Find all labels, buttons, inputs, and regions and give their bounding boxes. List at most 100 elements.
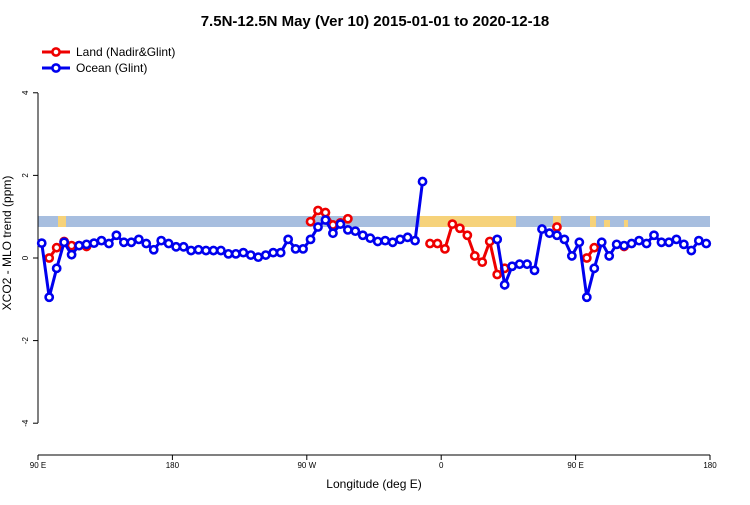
data-point bbox=[290, 244, 301, 254]
data-point bbox=[230, 248, 241, 259]
data-point bbox=[492, 269, 503, 280]
data-point bbox=[141, 238, 152, 249]
data-point bbox=[313, 205, 323, 216]
x-tick-label: 180 bbox=[166, 461, 180, 470]
data-point bbox=[604, 251, 615, 261]
data-point bbox=[454, 223, 465, 234]
data-point bbox=[342, 225, 353, 235]
data-point bbox=[477, 257, 488, 268]
data-point bbox=[589, 263, 600, 274]
x-tick-label: 90 E bbox=[567, 461, 583, 470]
data-point bbox=[163, 238, 174, 249]
data-point bbox=[417, 176, 428, 187]
data-point bbox=[283, 234, 294, 245]
data-point bbox=[186, 245, 196, 256]
data-point bbox=[81, 239, 92, 250]
data-point bbox=[552, 222, 562, 232]
data-point bbox=[156, 235, 167, 246]
data-point bbox=[447, 219, 458, 230]
data-point bbox=[171, 241, 182, 252]
x-axis-label: Longitude (deg E) bbox=[326, 477, 421, 491]
data-point bbox=[596, 237, 607, 248]
data-point bbox=[350, 226, 361, 237]
data-point bbox=[626, 238, 637, 249]
data-point bbox=[686, 245, 697, 256]
data-point bbox=[402, 232, 413, 243]
y-axis-label: XCO2 - MLO trend (ppm) bbox=[0, 176, 14, 311]
land-patch bbox=[553, 216, 561, 227]
data-point bbox=[320, 215, 331, 225]
y-tick-label: -2 bbox=[21, 336, 30, 344]
data-point bbox=[611, 239, 622, 250]
data-point bbox=[507, 261, 518, 272]
x-tick-label: 90 E bbox=[30, 461, 46, 470]
data-point bbox=[126, 237, 137, 248]
data-point bbox=[59, 237, 70, 248]
data-point bbox=[44, 253, 55, 263]
legend-label: Land (Nadir&Glint) bbox=[76, 45, 175, 59]
y-tick-label: 0 bbox=[21, 255, 30, 260]
data-point bbox=[260, 250, 271, 260]
x-tick-label: 0 bbox=[439, 461, 444, 470]
data-point bbox=[305, 234, 316, 245]
data-point bbox=[223, 248, 234, 259]
data-point bbox=[499, 279, 510, 290]
data-point bbox=[701, 238, 712, 249]
legend-marker bbox=[51, 47, 61, 57]
data-point bbox=[66, 249, 77, 260]
data-point bbox=[305, 216, 316, 227]
data-point bbox=[566, 251, 577, 261]
data-point bbox=[365, 233, 376, 244]
data-point bbox=[641, 238, 652, 249]
data-point bbox=[268, 247, 279, 258]
data-point bbox=[238, 247, 249, 258]
data-point bbox=[432, 238, 443, 249]
data-point bbox=[425, 238, 435, 249]
data-point bbox=[357, 230, 368, 241]
data-point bbox=[298, 244, 308, 254]
data-point bbox=[514, 259, 525, 270]
data-point bbox=[581, 292, 592, 303]
data-point bbox=[678, 239, 689, 250]
data-point bbox=[656, 237, 667, 248]
x-tick-label: 180 bbox=[703, 461, 717, 470]
data-point bbox=[552, 230, 562, 241]
data-point bbox=[74, 240, 84, 251]
data-point bbox=[201, 245, 211, 256]
data-point bbox=[89, 238, 99, 249]
data-point bbox=[104, 238, 114, 249]
data-point bbox=[253, 252, 264, 263]
data-point bbox=[537, 224, 547, 234]
data-point bbox=[178, 241, 189, 252]
data-point bbox=[522, 259, 532, 270]
data-point bbox=[634, 235, 644, 246]
land-patch bbox=[590, 216, 596, 227]
data-point bbox=[559, 234, 570, 245]
land-patch bbox=[624, 220, 628, 227]
data-point bbox=[410, 235, 420, 246]
chart-title: 7.5N-12.5N May (Ver 10) 2015-01-01 to 20… bbox=[201, 13, 550, 30]
data-point bbox=[380, 235, 391, 246]
data-point bbox=[245, 250, 256, 260]
data-point bbox=[484, 236, 495, 247]
data-point bbox=[36, 238, 47, 249]
data-point bbox=[671, 234, 682, 245]
surface-band bbox=[38, 216, 710, 227]
data-point bbox=[133, 234, 144, 245]
data-point bbox=[469, 251, 480, 261]
data-point bbox=[328, 228, 338, 239]
data-point bbox=[581, 253, 592, 263]
land-patch bbox=[604, 220, 610, 227]
data-point bbox=[462, 230, 473, 241]
land-patch bbox=[58, 216, 66, 227]
data-point bbox=[320, 207, 331, 218]
data-point bbox=[96, 235, 107, 246]
data-point bbox=[387, 237, 398, 248]
land-patch bbox=[420, 216, 516, 227]
data-point bbox=[372, 236, 383, 247]
data-point bbox=[619, 240, 630, 251]
data-point bbox=[51, 263, 62, 274]
data-point bbox=[544, 228, 555, 239]
data-point bbox=[208, 245, 219, 256]
